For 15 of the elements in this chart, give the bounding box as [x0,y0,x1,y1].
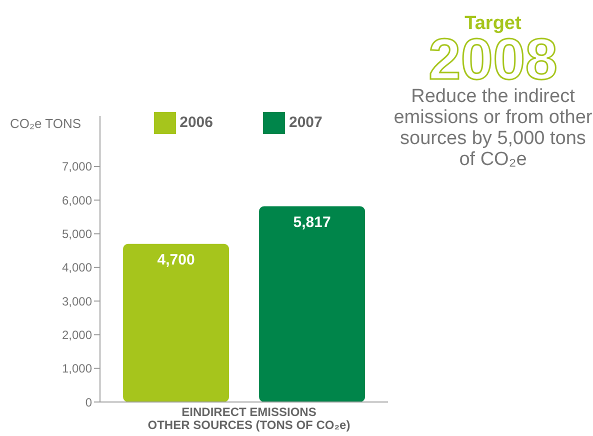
data-label: 4,700 [157,252,195,269]
y-tick-label: 0 [85,395,92,410]
legend-label: 2006 [180,114,213,132]
y-tick-label: 4,000 [62,260,92,275]
y-tick-label: 5,000 [62,227,92,242]
y-tick-label: 2,000 [62,328,92,342]
y-tick-label: 6,000 [62,193,92,208]
data-label: 5,817 [293,214,331,231]
y-tick-label: 7,000 [62,160,92,174]
y-axis-title: CO₂e TONS [10,116,82,131]
legend-label: 2007 [289,114,322,132]
y-tick-label: 1,000 [62,362,92,376]
y-tick-label: 3,000 [62,294,92,308]
text: Reduce the indirect emissions or from other sources by 5,000 tons of CO₂e [393,86,593,170]
x-axis-title: EINDIRECT EMISSIONS OTHER SOURCES (TONS OF CO₂e) [146,405,352,432]
